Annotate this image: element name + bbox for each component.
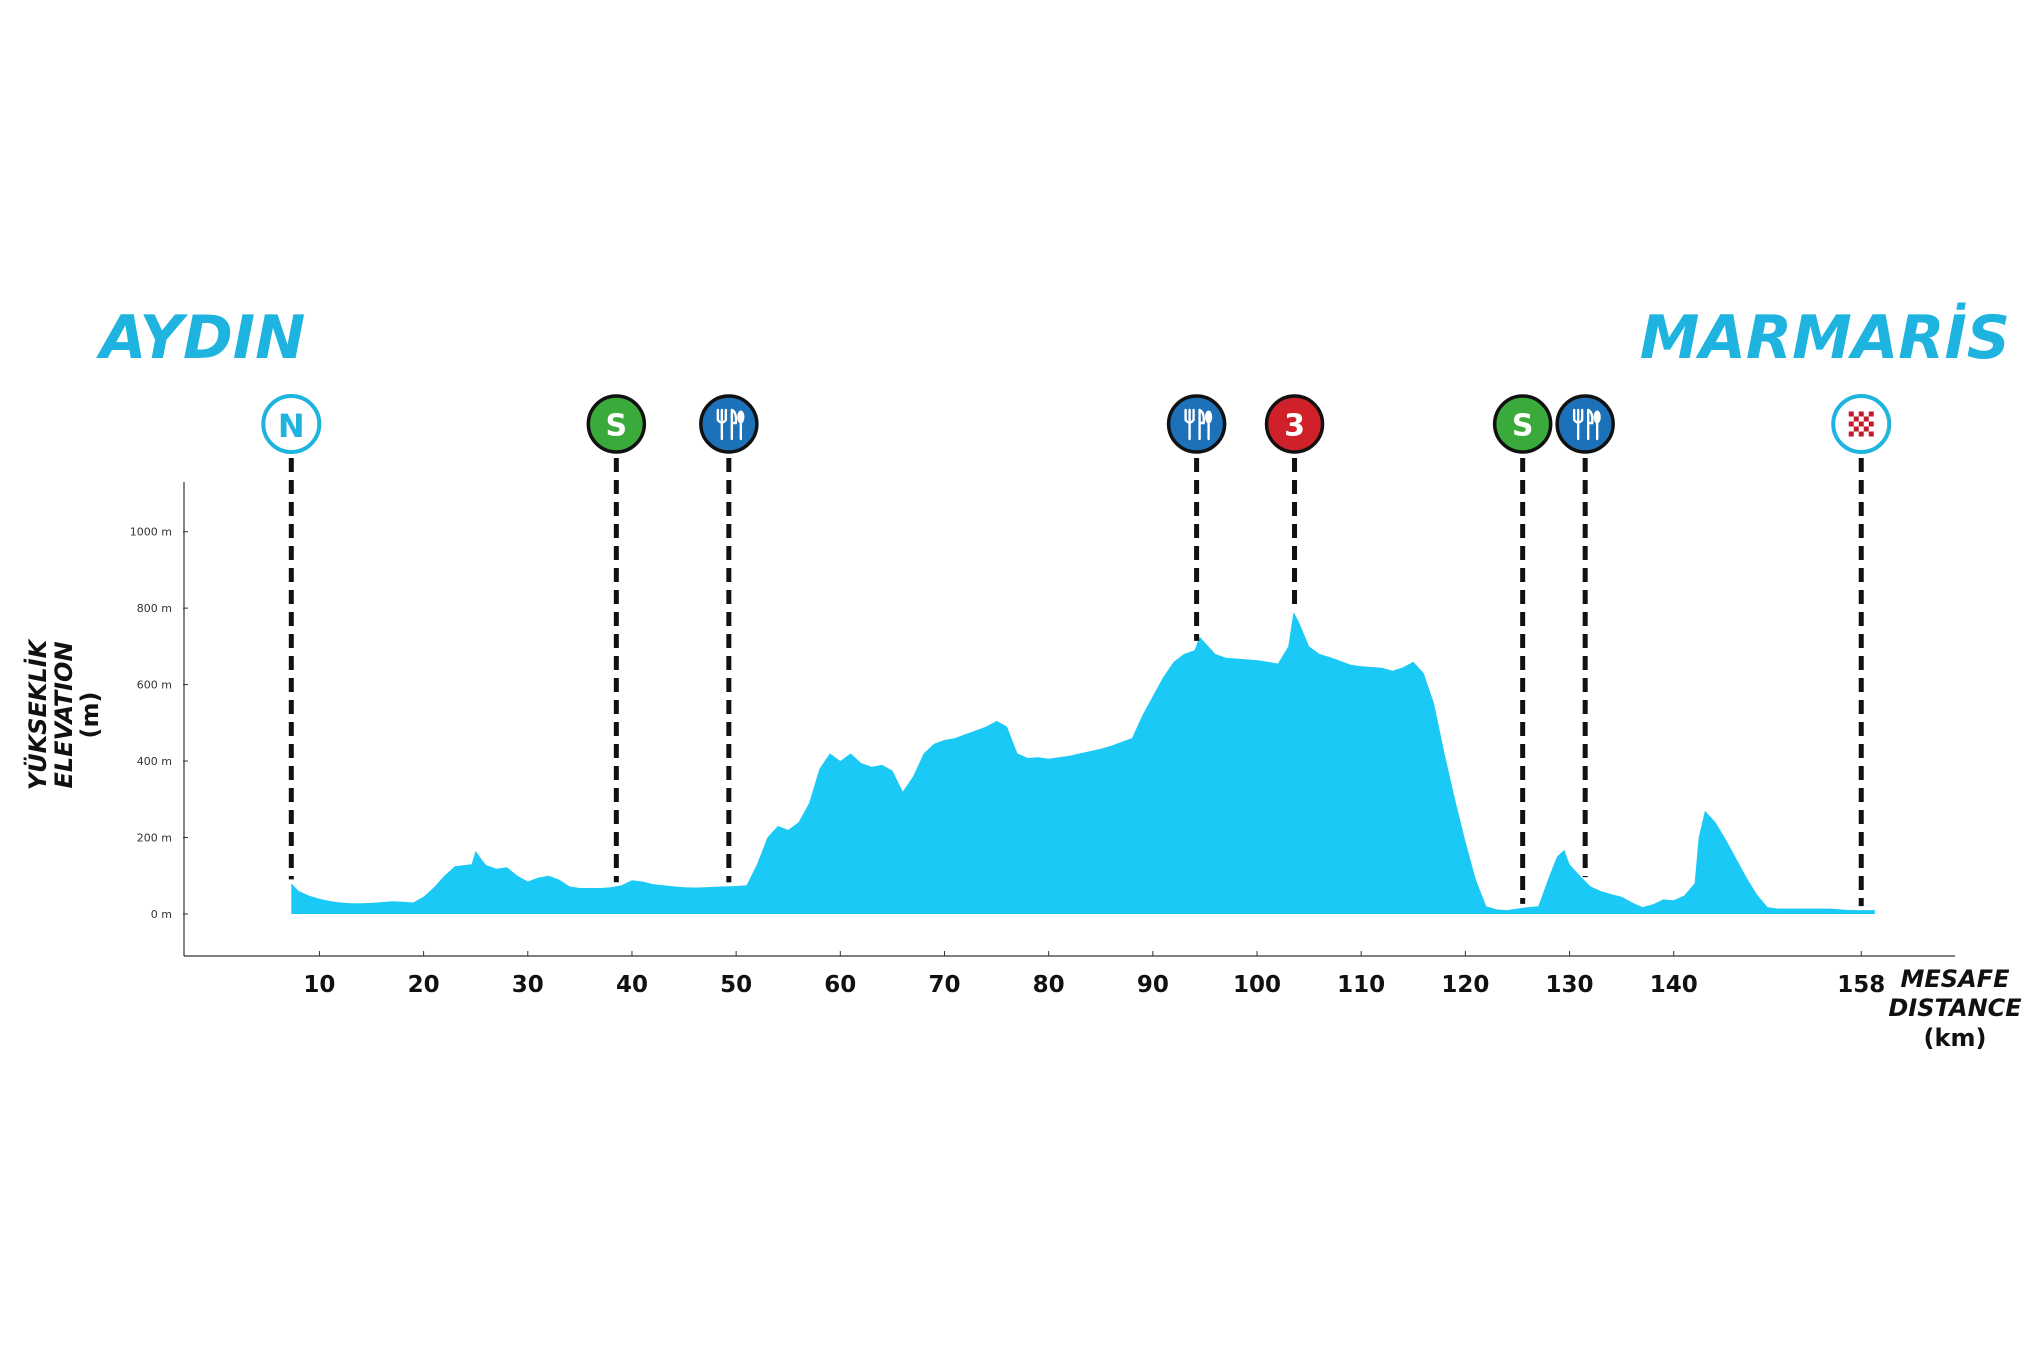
x-tick-label: 140 xyxy=(1650,972,1698,998)
checker-square xyxy=(1858,431,1864,437)
knife-icon xyxy=(1198,408,1205,441)
feed-circle xyxy=(699,394,759,454)
y-tick-label: 200 m xyxy=(137,832,172,845)
x-tick-label: 70 xyxy=(928,972,960,998)
x-tick-label: 60 xyxy=(824,972,856,998)
marker-feed-icon xyxy=(1555,394,1615,454)
neutral-letter: N xyxy=(278,407,305,445)
fork-icon xyxy=(716,408,728,441)
fork-icon xyxy=(1184,408,1195,441)
fork-icon xyxy=(1572,408,1584,441)
marker-sprint-icon: S xyxy=(586,394,647,454)
x-tick-label: 120 xyxy=(1441,972,1489,998)
feed-circle xyxy=(1555,394,1615,454)
start-city-title: AYDIN xyxy=(96,303,305,373)
x-tick-label: 80 xyxy=(1033,972,1065,998)
x-tick-label: 110 xyxy=(1337,972,1385,998)
checker-square xyxy=(1848,431,1854,437)
y-tick-label: 600 m xyxy=(137,679,172,692)
checker-square xyxy=(1868,421,1874,427)
marker-feed-icon xyxy=(699,394,759,454)
finish-city-title: MARMARİS xyxy=(1640,301,2010,373)
x-tick-label: 90 xyxy=(1137,972,1169,998)
neutral-circle xyxy=(261,394,322,454)
y-tick-label: 0 m xyxy=(151,908,172,921)
y-axis-title: YÜKSEKLİK ELEVATION (m) xyxy=(22,637,104,790)
knife-icon xyxy=(730,408,738,441)
x-axis-title: MESAFE DISTANCE (km) xyxy=(1888,965,2022,1052)
x-axis-title-line-2: DISTANCE xyxy=(1888,994,2022,1022)
y-tick-label: 1000 m xyxy=(130,526,172,539)
x-tick-label: 30 xyxy=(512,972,544,998)
checker-square xyxy=(1868,431,1874,437)
sprint-letter: S xyxy=(1512,409,1534,444)
checker-square xyxy=(1858,421,1864,427)
checker-square xyxy=(1858,411,1864,417)
elevation-profile-area xyxy=(291,612,1875,914)
plot-area: 0 m 200 m 400 m 600 m 800 m 1000 m 10 20 30 40 50 6… xyxy=(130,394,1955,998)
checker-square xyxy=(1853,426,1859,432)
x-tick-label: 20 xyxy=(408,972,440,998)
marker-climb-icon: 3 xyxy=(1264,394,1325,454)
marker-finish-icon xyxy=(1831,394,1892,454)
checker-square xyxy=(1868,411,1874,417)
x-tick-label: 10 xyxy=(303,972,335,998)
feed-circle xyxy=(1166,394,1227,454)
spoon-icon xyxy=(737,410,745,424)
y-axis-title-line-1: YÜKSEKLİK xyxy=(22,637,52,790)
x-tick-label: 50 xyxy=(720,972,752,998)
x-axis-title-line-3: (km) xyxy=(1924,1024,1987,1052)
checker-square xyxy=(1863,416,1869,422)
climb-letter: 3 xyxy=(1284,409,1305,444)
y-axis-title-line-3: (m) xyxy=(76,692,104,739)
marker-feed-icon xyxy=(1166,394,1227,454)
y-tick-label: 400 m xyxy=(137,755,172,768)
x-tick-label: 100 xyxy=(1233,972,1281,998)
marker-neutral-icon: N xyxy=(261,394,322,454)
x-tick-label: 158 xyxy=(1837,972,1885,998)
marker-sprint-icon: S xyxy=(1492,394,1553,454)
y-tick-label: 800 m xyxy=(137,602,172,615)
climb-circle xyxy=(1264,394,1325,454)
y-axis-title-line-2: ELEVATION xyxy=(50,641,78,788)
checker-square xyxy=(1848,421,1854,427)
checker-square xyxy=(1848,411,1854,417)
x-tick-label: 40 xyxy=(616,972,648,998)
sprint-circle xyxy=(586,394,647,454)
spoon-icon xyxy=(1204,410,1213,424)
sprint-circle xyxy=(1492,394,1553,454)
knife-icon xyxy=(1586,408,1594,441)
spoon-icon xyxy=(1593,410,1601,424)
x-axis-title-line-1: MESAFE xyxy=(1901,965,2011,993)
x-tick-label: 130 xyxy=(1546,972,1594,998)
checker-square xyxy=(1853,416,1859,422)
sprint-letter: S xyxy=(606,409,628,444)
checker-square xyxy=(1863,426,1869,432)
